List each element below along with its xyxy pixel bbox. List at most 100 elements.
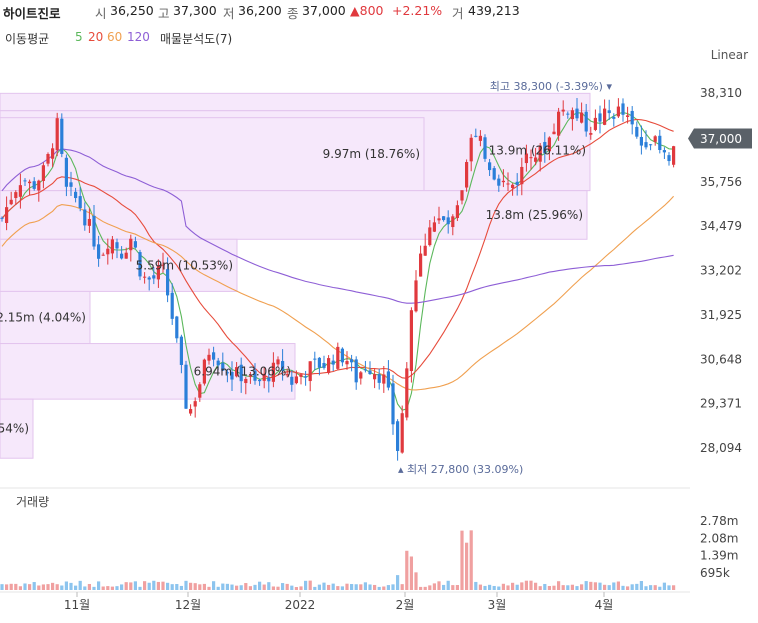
candle-body <box>69 182 73 187</box>
candle-body <box>451 216 455 228</box>
volume-bar <box>350 584 354 590</box>
candle-body <box>106 248 110 255</box>
candle-body <box>501 180 505 183</box>
volume-bar <box>368 584 372 590</box>
ma20-label[interactable]: 20 <box>88 30 104 44</box>
volume-bar <box>202 583 206 590</box>
candle-body <box>598 113 602 122</box>
candle-body <box>64 157 68 187</box>
candle-body <box>258 380 262 382</box>
volume-profile-bar <box>0 398 34 459</box>
candle-body <box>391 383 395 425</box>
volume-bar <box>138 586 142 590</box>
volume-bar <box>414 572 418 590</box>
y-tick-label: 33,202 <box>700 264 742 278</box>
volume-bar <box>478 584 482 590</box>
min-price-annotation: ▴ 최저 27,800 (33.09%) <box>398 463 523 476</box>
candle-body <box>515 181 519 185</box>
candle-body <box>603 108 607 125</box>
volume-bar <box>662 582 666 590</box>
candle-body <box>570 110 574 120</box>
volume-bar <box>409 556 413 590</box>
moving-average-label[interactable]: 이동평균 <box>5 32 50 46</box>
candle-body <box>524 153 528 164</box>
grid-layer <box>0 487 690 597</box>
volume-bar <box>492 585 496 590</box>
x-tick-label: 2022 <box>285 598 316 612</box>
volume-bar <box>515 584 519 590</box>
candle-body <box>262 373 266 381</box>
candle-body <box>566 113 570 115</box>
candle-body <box>60 118 64 154</box>
volume-tick-label: 2.78m <box>700 514 738 528</box>
candle-body <box>87 218 91 226</box>
volume-bar <box>396 575 400 590</box>
x-tick-label: 3월 <box>488 598 507 612</box>
scale-toggle-button[interactable]: Linear <box>710 48 748 62</box>
volume-bar <box>354 584 358 590</box>
y-tick-label: 30,648 <box>700 352 742 366</box>
volume-bar <box>87 583 91 590</box>
candle-body <box>644 142 648 148</box>
volume-bar <box>524 580 528 590</box>
ma60-label[interactable]: 60 <box>107 30 123 44</box>
x-tick-label: 12월 <box>175 598 201 612</box>
candle-body <box>101 254 105 256</box>
volume-tick-label: 1.39m <box>700 549 738 563</box>
volume-bar <box>193 583 197 590</box>
volume-bar <box>538 586 542 590</box>
candle-body <box>529 157 533 159</box>
volume-panel-title: 거래량 <box>16 495 49 509</box>
volume-tick-label: 695k <box>700 566 730 580</box>
volume-bar <box>239 585 243 590</box>
candle-body <box>285 374 289 376</box>
volume-profile-label[interactable]: 매물분석도(7) <box>160 32 233 46</box>
candle-body <box>446 217 450 225</box>
candle-body <box>382 374 386 384</box>
candle-body <box>281 360 285 371</box>
volume-bar <box>179 585 183 590</box>
candle-body <box>520 166 524 185</box>
volume-bar <box>331 583 335 590</box>
candle-body <box>41 165 45 181</box>
volume-bar <box>235 585 239 590</box>
volume-bar <box>432 583 436 590</box>
candle-body <box>276 359 280 365</box>
candle-body <box>552 131 556 135</box>
volume-bar <box>294 587 298 590</box>
volume-bar <box>460 530 464 590</box>
volume-bar <box>110 586 114 590</box>
candle-body <box>304 376 308 378</box>
volume-bar <box>170 584 174 590</box>
candle-body <box>14 192 18 199</box>
volume-bar <box>129 582 133 590</box>
volume-bar <box>74 585 78 590</box>
candle-body <box>469 137 473 162</box>
volume-bar <box>133 581 137 590</box>
volume-bar <box>322 582 326 590</box>
candle-body <box>639 136 643 146</box>
volume-bar <box>327 584 331 590</box>
volume-value: 439,213 <box>468 3 520 18</box>
candle-body <box>483 137 487 159</box>
candle-body <box>373 374 377 380</box>
volume-bar <box>32 582 36 590</box>
volume-bar <box>667 585 671 590</box>
candle-body <box>317 357 321 368</box>
close-label: 종 <box>287 6 299 21</box>
current-price-tag <box>688 128 752 149</box>
candle-body <box>230 371 234 380</box>
volume-bar <box>451 585 455 590</box>
candle-body <box>207 354 211 361</box>
volume-profile-label: 6.94m (13.06%) <box>194 364 291 378</box>
volume-bar <box>124 582 128 590</box>
volume-profile-bar <box>0 190 588 240</box>
ma5-label[interactable]: 5 <box>75 30 83 44</box>
volume-bar <box>41 584 45 590</box>
candle-body <box>120 253 124 259</box>
candle-body <box>465 162 469 188</box>
low-value: 36,200 <box>238 3 282 18</box>
ma120-label[interactable]: 120 <box>127 30 150 44</box>
candle-body <box>184 364 188 409</box>
